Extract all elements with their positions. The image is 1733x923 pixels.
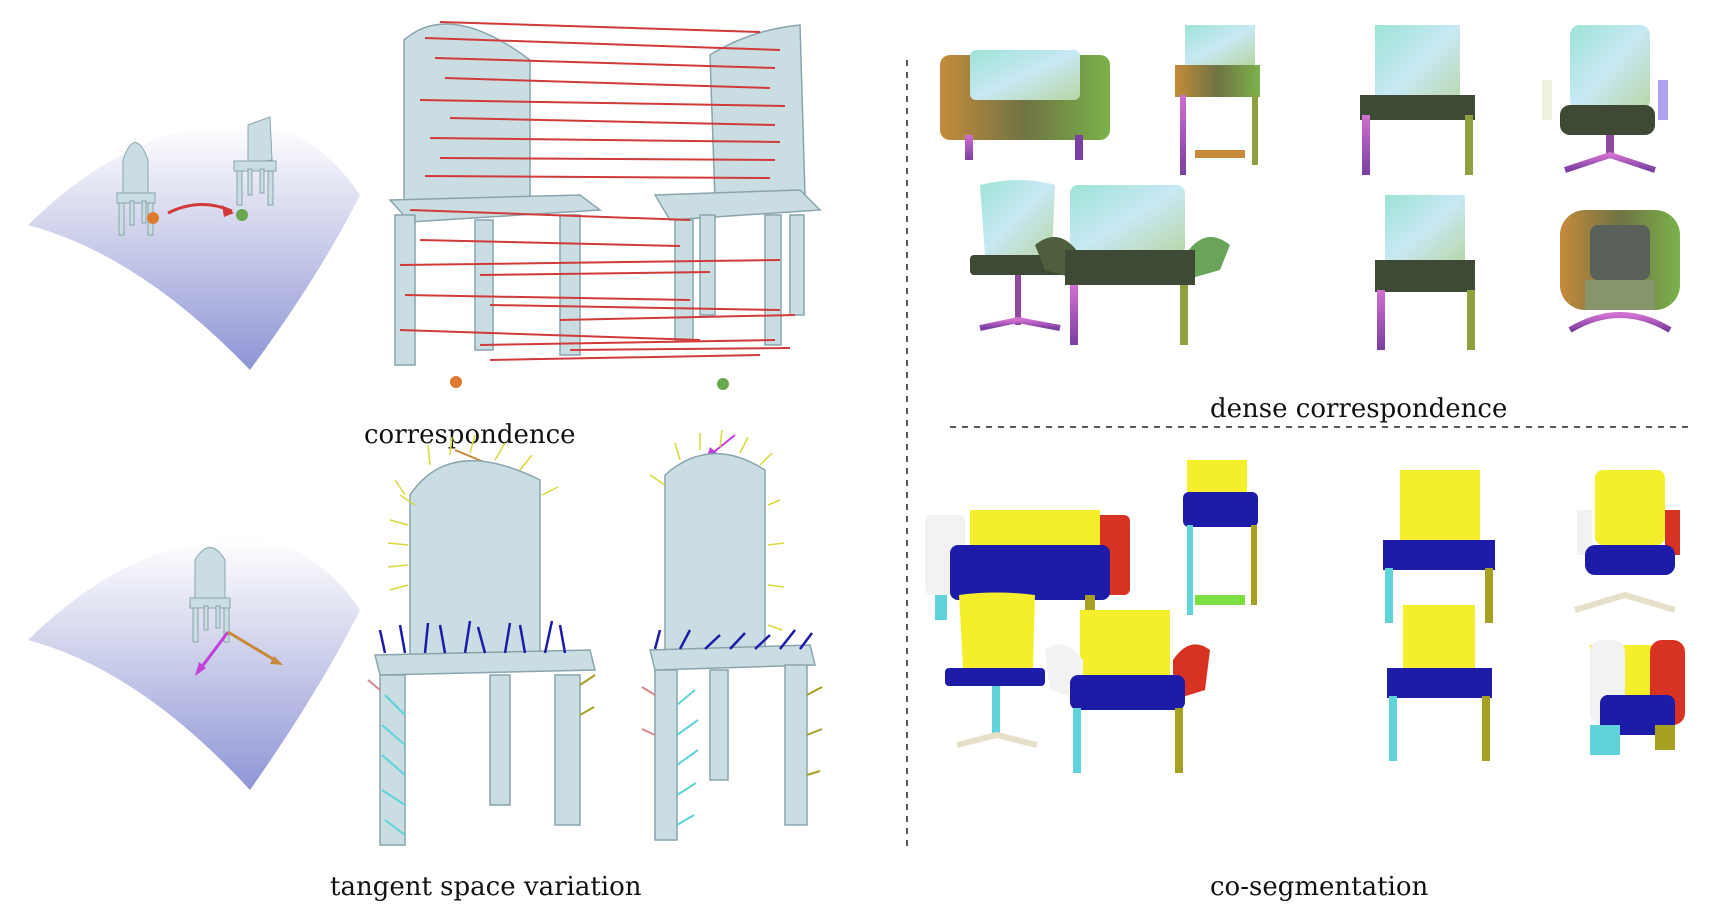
chair-seg-6: [1045, 610, 1210, 773]
source-point: [450, 376, 462, 388]
target-point: [236, 209, 248, 221]
chair-icon: [189, 547, 231, 643]
manifold-tangent: [28, 539, 360, 790]
chair-seg-5: [945, 592, 1045, 748]
chair-dense-8: [1560, 210, 1680, 333]
chair-dense-6: [1035, 185, 1230, 345]
dense-correspondence-grid: [940, 25, 1680, 350]
chair-dense-3: [1360, 25, 1475, 175]
chair-seg-3: [1383, 470, 1495, 623]
source-chair: [388, 23, 603, 366]
correspondence-figure: [388, 21, 822, 390]
tangent-variation-figure: [367, 429, 823, 846]
chair-seg-7: [1387, 605, 1492, 761]
chair-seg-8: [1590, 640, 1685, 755]
chair-dense-5: [970, 180, 1065, 331]
chair-dense-7: [1375, 195, 1475, 350]
cyan-vectors: [381, 689, 699, 836]
caption-tangent: tangent space variation: [330, 872, 642, 902]
chair-icon: [233, 116, 277, 206]
chair-dense-4: [1542, 25, 1668, 173]
tangent-vectors-icon: [195, 630, 283, 676]
side-vectors: [367, 674, 823, 776]
chair-dense-1: [940, 50, 1110, 160]
chair-seg-4: [1574, 470, 1680, 613]
caption-dense: dense correspondence: [1210, 394, 1508, 424]
caption-coseg: co-segmentation: [1210, 872, 1429, 902]
caption-correspondence: correspondence: [364, 420, 576, 450]
tangent-chair-right: [649, 452, 816, 841]
target-point: [717, 378, 729, 390]
chair-seg-1: [925, 510, 1130, 620]
tangent-chair-left: [374, 460, 596, 846]
chair-dense-2: [1175, 25, 1260, 175]
target-chair: [653, 24, 822, 346]
co-segmentation-grid: [925, 460, 1685, 773]
dashed-divider-icon: [950, 426, 1690, 428]
correspondence-lines: [399, 21, 796, 361]
manifold-correspondence: [28, 116, 360, 371]
chair-seg-2: [1183, 460, 1258, 615]
dashed-divider-icon: [906, 60, 908, 850]
source-point: [147, 212, 159, 224]
yellow-vectors: [387, 429, 785, 631]
blue-vectors: [378, 620, 813, 654]
